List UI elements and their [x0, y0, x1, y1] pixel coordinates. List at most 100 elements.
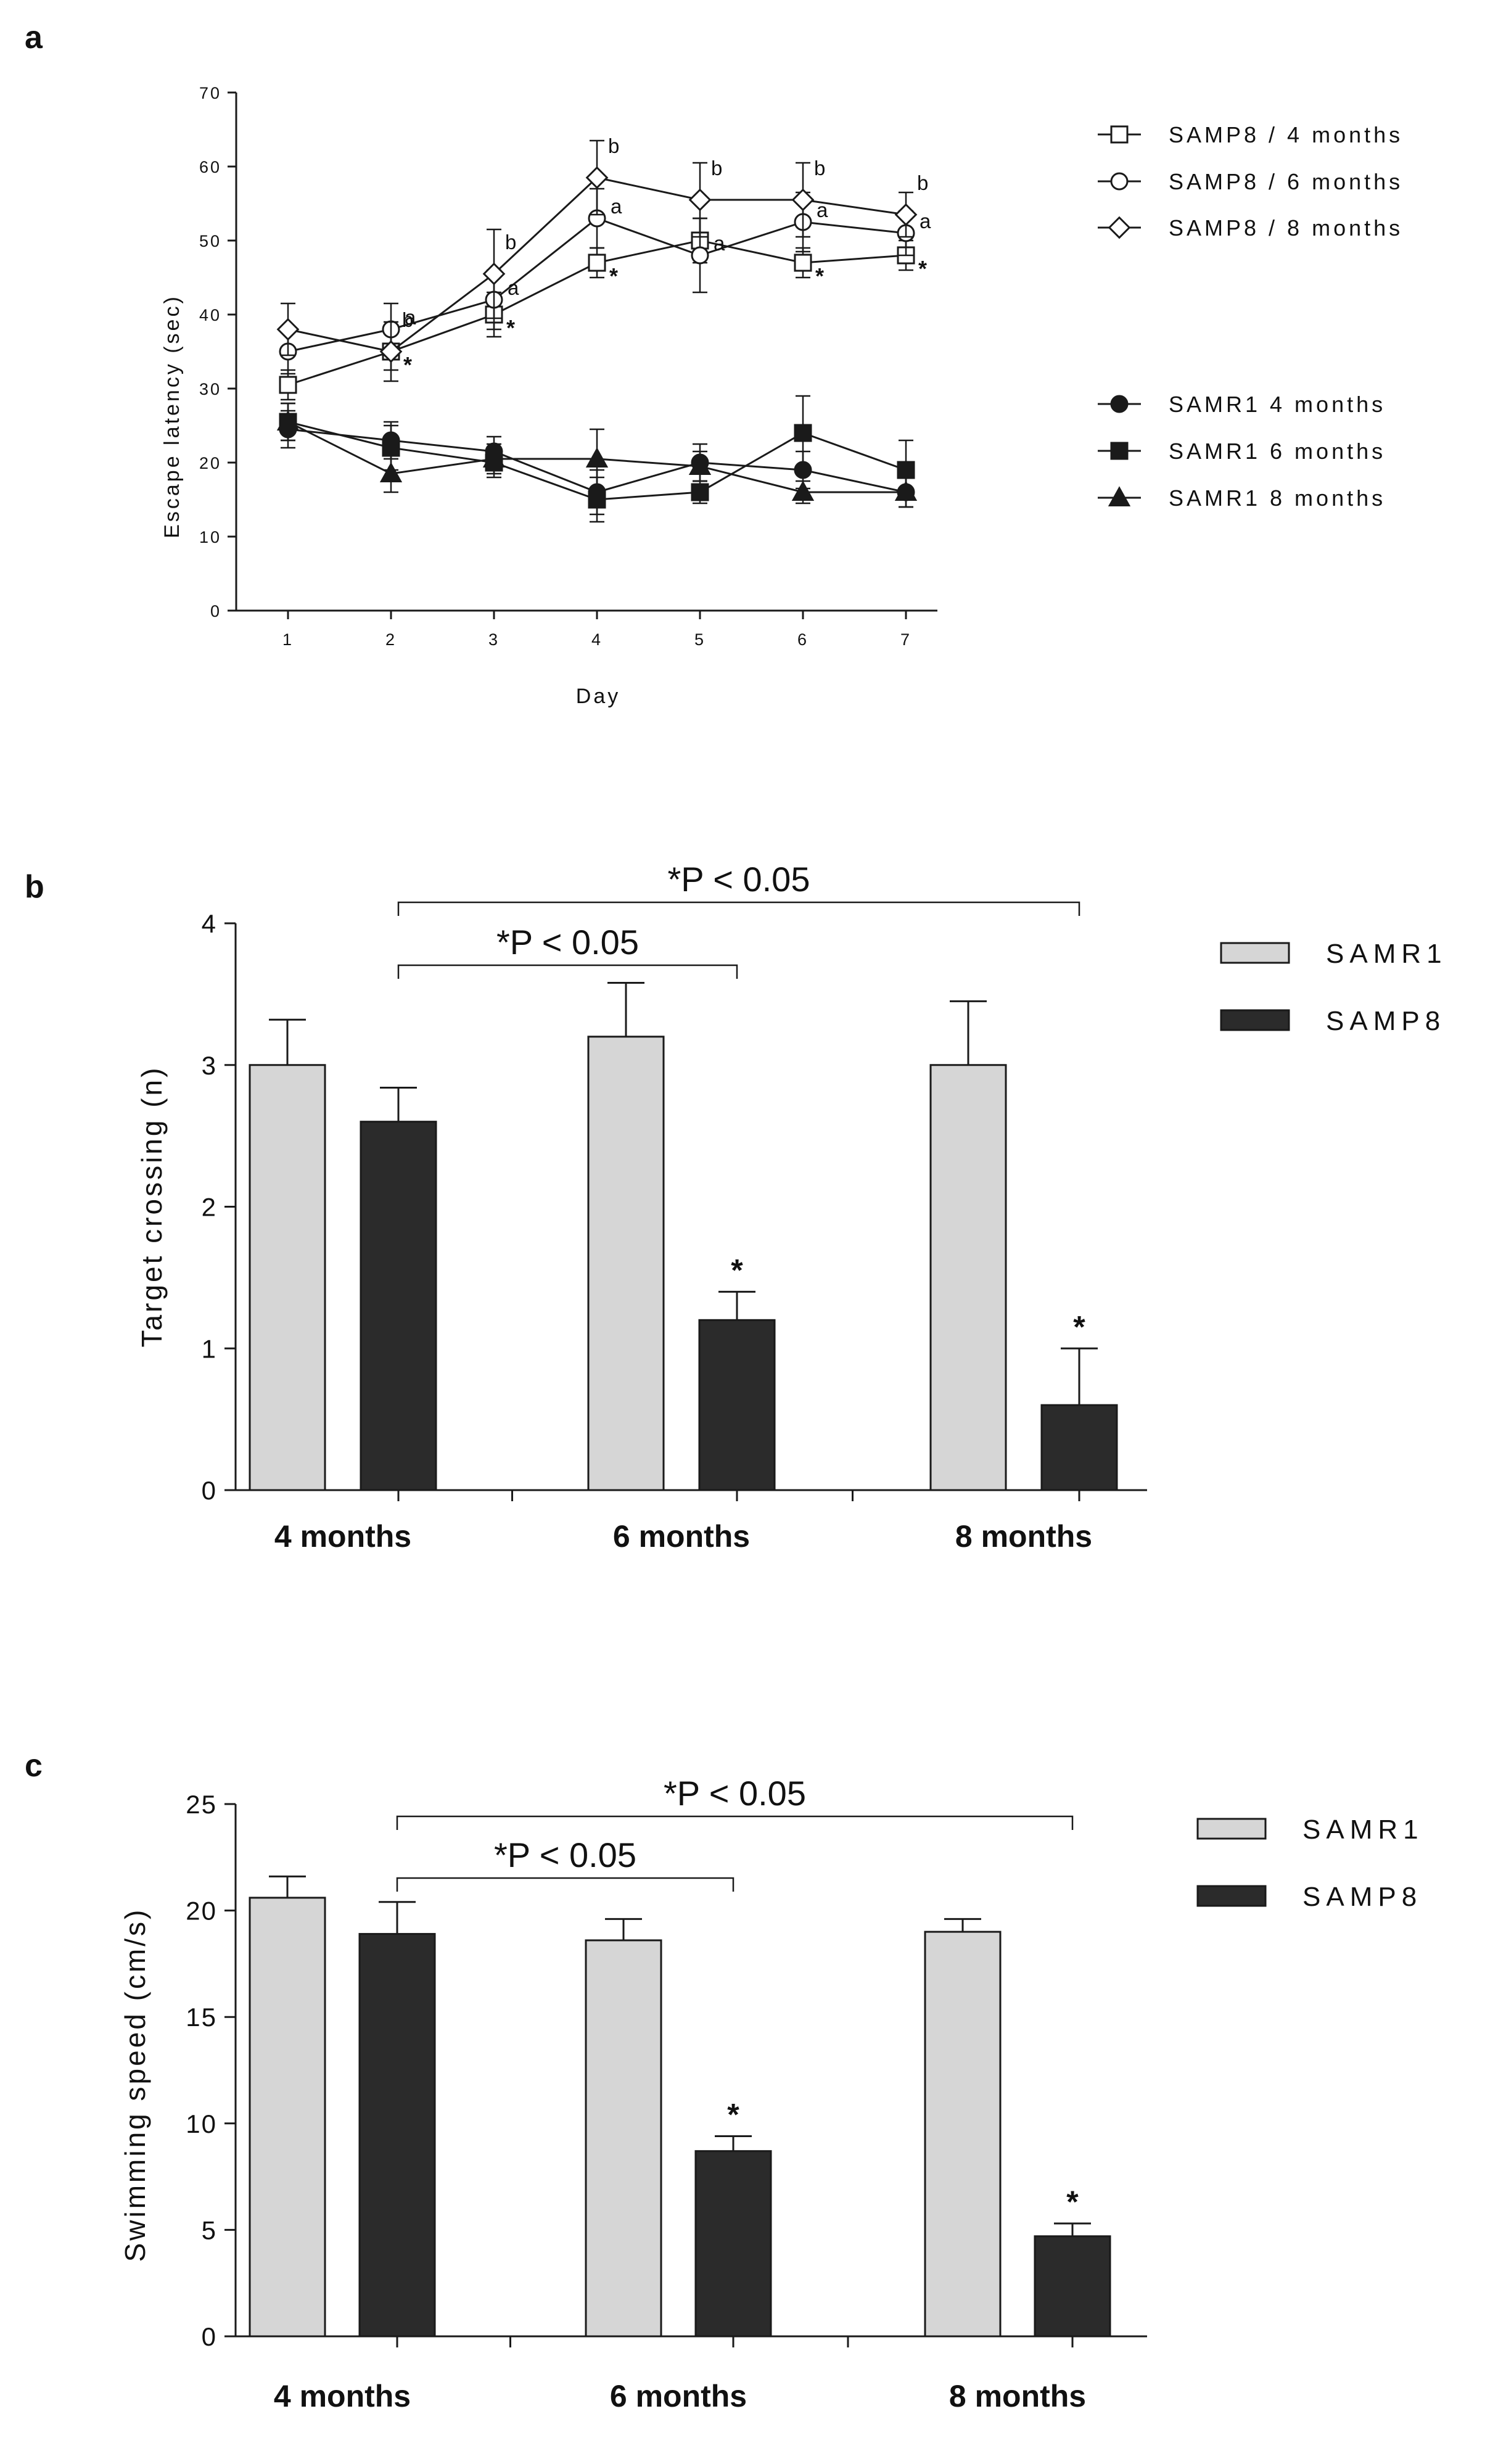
- panel-a-series-3: b b b b b b: [276, 134, 928, 382]
- panel-a-significance-mark: b: [814, 157, 825, 179]
- panel-a-legend-item: SAMR1 4 months: [1098, 392, 1386, 417]
- panel-a-legend-label: SAMR1 8 months: [1169, 485, 1386, 511]
- panel-a-legend-marker: [1110, 125, 1129, 144]
- panel-a-data-point: [379, 340, 403, 363]
- panel-a-escape-latency-chart: a Escape latency (sec) Day 0 10 20 30 40 50 60…: [25, 20, 1403, 708]
- panel-a-significance-mark: *: [403, 352, 412, 377]
- panel-a-series-2: a a a a a a: [279, 187, 931, 375]
- panel-c-bar: [585, 1939, 662, 2338]
- panel-b-target-crossing-chart: b Target crossing (n) 0 1 2 3 4 4 months 6 mon…: [25, 860, 1447, 1554]
- panel-c-letter: c: [25, 1748, 43, 1784]
- panel-c-bar: [1034, 2235, 1111, 2338]
- panel-b-bar: [698, 1319, 776, 1491]
- panel-a-legend-label: SAMR1 6 months: [1169, 439, 1386, 464]
- panel-a-data-point: [588, 253, 606, 272]
- panel-c-legend-item: SAMR1: [1196, 1815, 1424, 1845]
- panel-a-significance-mark: a: [405, 306, 416, 329]
- panel-c-y-axis-title: Swimming speed (cm/s): [119, 1908, 151, 2262]
- panel-c-legend-label: SAMP8: [1302, 1882, 1422, 1912]
- panel-c-bracket-line: [396, 1815, 1074, 1830]
- panel-a-legend-marker: [1110, 172, 1129, 191]
- panel-a-x-tick-label: 1: [282, 630, 294, 649]
- panel-a-legend-marker: [1110, 442, 1129, 460]
- panel-c-y-tick-label: 5: [202, 2215, 217, 2244]
- panel-a-significance-mark: b: [505, 231, 516, 253]
- panel-b-significance-bracket: *P < 0.05: [397, 923, 738, 979]
- panel-a-legend-item: SAMP8 / 6 months: [1098, 169, 1403, 194]
- panel-a-legend-marker: [1110, 395, 1129, 413]
- panel-a-data-point: [279, 376, 297, 394]
- panel-c-legend: SAMR1 SAMP8: [1196, 1815, 1424, 1912]
- panel-b-significance-star: *: [731, 1253, 743, 1287]
- panel-c-category-label: 6 months: [610, 2379, 747, 2413]
- panel-a-x-axis-title: Day: [576, 685, 620, 708]
- panel-c-bracket-line: [396, 1877, 734, 1892]
- panel-c-swimming-speed-chart: c Swimming speed (cm/s) 0 5 10 15 20 25 4 mont…: [25, 1748, 1424, 2413]
- panel-a-data-point: [276, 410, 300, 431]
- panel-a-legend-item: SAMR1 6 months: [1098, 439, 1386, 464]
- panel-a-data-point: [894, 480, 918, 501]
- panel-c-significance-bracket: *P < 0.05: [396, 1836, 734, 1892]
- panel-b-legend: SAMR1 SAMP8: [1220, 939, 1447, 1036]
- panel-a-legend-label: SAMP8 / 8 months: [1169, 215, 1403, 241]
- panel-b-legend-item: SAMR1: [1220, 939, 1447, 969]
- panel-b-significance-bracket: *P < 0.05: [397, 860, 1080, 916]
- panel-b-legend-label: SAMP8: [1326, 1006, 1446, 1036]
- panel-a-series-1: * * * * *: [279, 217, 927, 401]
- panel-a-data-point: [688, 455, 712, 475]
- panel-a-x-tick-label: 2: [385, 630, 397, 649]
- panel-b-category-label: 4 months: [274, 1519, 411, 1554]
- panel-b-significance-star: *: [1073, 1309, 1085, 1344]
- panel-a-significance-mark: a: [920, 210, 931, 233]
- panel-c-legend-label: SAMR1: [1302, 1815, 1424, 1845]
- panel-a-legend-item: SAMP8 / 4 months: [1098, 122, 1400, 147]
- panel-a-significance-mark: *: [506, 315, 515, 340]
- panel-c-y-tick-label: 25: [186, 1790, 217, 1819]
- panel-c-bar: [694, 2150, 772, 2338]
- panel-a-data-point: [379, 462, 403, 482]
- panel-b-plot-area: ***P < 0.05*P < 0.05: [249, 860, 1118, 1491]
- panel-a-x-tick-label: 4: [591, 630, 603, 649]
- panel-c-bracket-label: *P < 0.05: [664, 1774, 806, 1813]
- panel-b-series-samr1: [249, 981, 1007, 1491]
- panel-a-significance-mark: *: [815, 263, 824, 289]
- panel-a-significance-mark: a: [508, 276, 519, 299]
- panel-a-legend-label: SAMP8 / 6 months: [1169, 169, 1403, 194]
- panel-b-bracket-line: [397, 901, 1080, 916]
- panel-a-x-tick-label: 6: [797, 630, 809, 649]
- panel-b-legend-label: SAMR1: [1326, 939, 1447, 969]
- panel-c-legend-swatch: [1196, 1885, 1267, 1907]
- panel-b-bar: [929, 1064, 1007, 1491]
- panel-c-significance-star: *: [727, 2098, 739, 2132]
- panel-a-data-point: [585, 447, 609, 468]
- panel-a-x-tick-label: 7: [900, 630, 911, 649]
- panel-c-axes: 0 5 10 15 20 25 4 months 6 months 8 months: [186, 1790, 1147, 2413]
- panel-c-y-tick-label: 20: [186, 1897, 217, 1926]
- panel-a-data-point: [791, 188, 815, 212]
- panel-b-series-samp8: **: [360, 1087, 1118, 1491]
- panel-c-legend-item: SAMP8: [1196, 1882, 1422, 1912]
- panel-a-legend: SAMP8 / 4 months SAMP8 / 6 months SAMP8 / …: [1098, 122, 1403, 511]
- panel-b-bracket-label: *P < 0.05: [668, 860, 810, 899]
- panel-a-letter: a: [25, 20, 43, 56]
- panel-a-legend-label: SAMR1 4 months: [1169, 392, 1386, 417]
- panel-a-legend-marker: [1108, 216, 1131, 239]
- panel-a-significance-mark: b: [402, 308, 413, 331]
- panel-a-data-point: [382, 439, 400, 457]
- panel-b-legend-swatch: [1220, 942, 1290, 964]
- panel-a-series-6: [276, 402, 918, 508]
- panel-a-significance-mark: b: [917, 171, 928, 194]
- panel-b-category-label: 6 months: [613, 1519, 750, 1554]
- panel-c-bar: [924, 1930, 1002, 2338]
- panel-a-data-point: [894, 203, 918, 226]
- panel-b-y-tick-label: 4: [202, 909, 217, 938]
- panel-c-plot-area: ***P < 0.05*P < 0.05: [249, 1774, 1111, 2338]
- panel-c-significance-bracket: *P < 0.05: [396, 1774, 1074, 1830]
- panel-b-y-tick-label: 2: [202, 1193, 217, 1222]
- panel-a-data-point: [897, 461, 915, 479]
- panel-a-significance-mark: b: [711, 157, 722, 179]
- panel-a-data-point: [482, 447, 506, 468]
- panel-b-bar: [249, 1064, 326, 1491]
